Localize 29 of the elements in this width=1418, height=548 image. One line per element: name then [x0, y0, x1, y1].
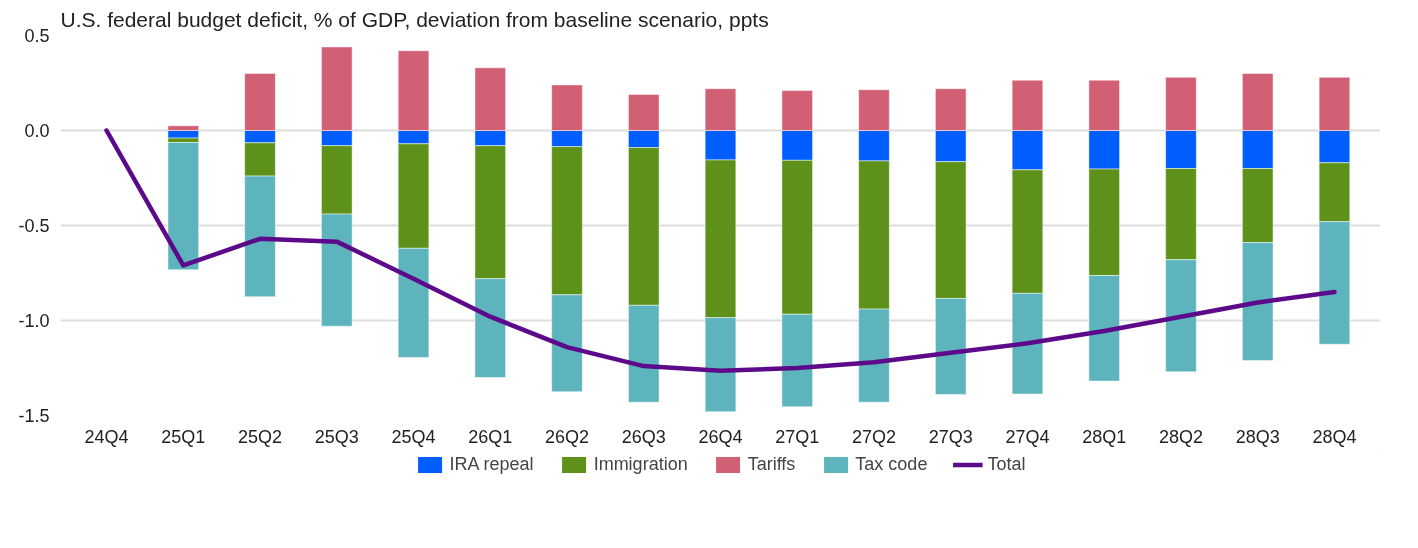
y-tick-label: -1.5 — [18, 406, 50, 426]
chart-title: U.S. federal budget deficit, % of GDP, deviation from baseline scenario, ppts — [60, 7, 769, 31]
x-tick-label: 25Q2 — [238, 426, 283, 447]
x-tick-label: 26Q2 — [545, 426, 590, 447]
legend-label: Immigration — [593, 453, 688, 475]
x-tick-label: 28Q1 — [1082, 426, 1127, 447]
x-tick-label: 27Q1 — [775, 426, 820, 447]
legend-label: Tariffs — [747, 453, 796, 475]
y-tick-label: -0.5 — [18, 216, 50, 236]
line-series — [104, 128, 1337, 374]
x-tick-label: 25Q1 — [161, 426, 206, 447]
x-tick-label: 25Q4 — [391, 426, 436, 447]
x-tick-label: 27Q4 — [1005, 426, 1050, 447]
x-tick-label: 26Q3 — [621, 426, 666, 447]
x-tick-label: 27Q2 — [851, 426, 897, 447]
legend-label: IRA repeal — [449, 453, 534, 475]
x-tick-label: 28Q2 — [1158, 426, 1203, 447]
y-tick-label: 0.5 — [24, 26, 50, 46]
x-tick-label: 28Q3 — [1235, 426, 1280, 447]
y-tick-label: 0.0 — [24, 121, 50, 141]
legend-label: Total — [987, 453, 1026, 475]
x-tick-label: 24Q4 — [84, 426, 129, 447]
x-tick-label: 28Q4 — [1312, 426, 1357, 447]
x-tick-label: 25Q3 — [314, 426, 359, 447]
x-tick-label: 26Q4 — [698, 426, 743, 447]
x-tick-label: 26Q1 — [468, 426, 513, 447]
y-tick-label: -1.0 — [18, 311, 50, 331]
x-tick-label: 27Q3 — [928, 426, 973, 447]
legend-label: Tax code — [855, 453, 928, 475]
